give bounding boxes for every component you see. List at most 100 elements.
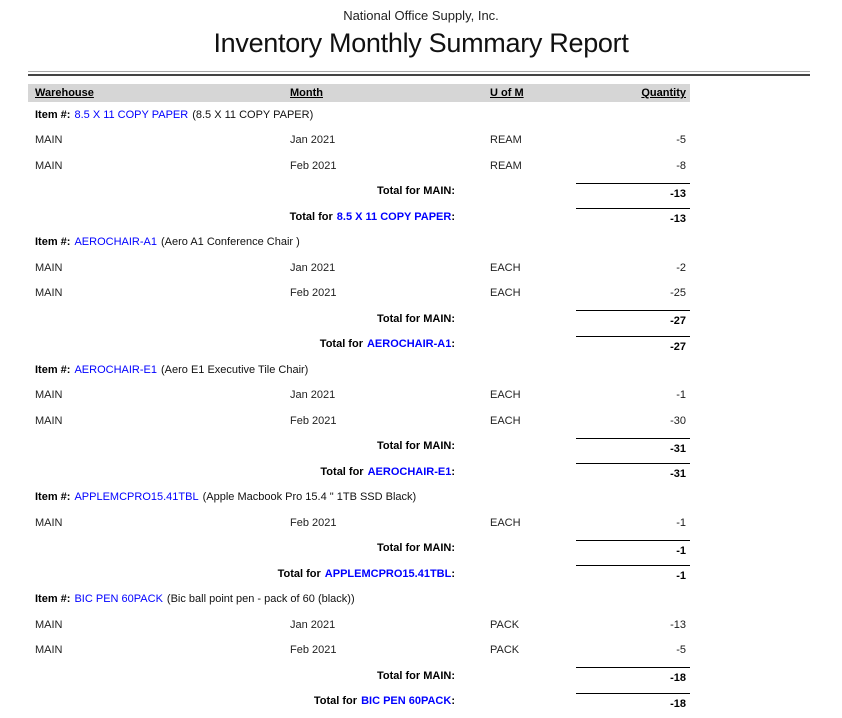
item-description: (Aero E1 Executive Tile Chair) <box>161 363 309 376</box>
total-for-label: Total for <box>289 210 333 223</box>
item-total-quantity: -27 <box>576 335 690 358</box>
row-uom: PACK <box>490 618 520 631</box>
warehouse-total-label: Total for MAIN: <box>376 542 455 555</box>
row-quantity: -5 <box>676 134 686 147</box>
item-header: Item #: AEROCHAIR-E1 (Aero E1 Executive … <box>28 357 690 383</box>
row-uom: PACK <box>490 644 520 657</box>
row-quantity: -5 <box>676 644 686 657</box>
row-warehouse: MAIN <box>35 414 63 427</box>
inventory-row: MAIN Feb 2021 PACK -5 <box>28 638 690 664</box>
warehouse-total-quantity: -18 <box>576 667 690 689</box>
item-section: Item #: AEROCHAIR-A1 (Aero A1 Conference… <box>28 230 690 358</box>
item-total-label: Total for AEROCHAIR-E1: <box>28 466 455 478</box>
warehouse-total-row: Total for MAIN: -18 <box>28 663 690 689</box>
inventory-row: MAIN Feb 2021 EACH -1 <box>28 510 690 536</box>
row-month: Feb 2021 <box>290 287 337 300</box>
row-quantity: -13 <box>670 618 686 631</box>
row-uom: EACH <box>490 261 521 274</box>
row-warehouse: MAIN <box>35 261 63 274</box>
item-total-quantity: -18 <box>576 692 690 715</box>
inventory-row: MAIN Jan 2021 EACH -2 <box>28 255 690 281</box>
item-code-link[interactable]: BIC PEN 60PACK <box>361 695 452 708</box>
item-total-row: Total for AEROCHAIR-E1: -31 <box>28 459 690 485</box>
column-header-warehouse: Warehouse <box>35 87 94 99</box>
item-description: (Bic ball point pen - pack of 60 (black)… <box>166 593 355 606</box>
row-uom: EACH <box>490 389 521 402</box>
item-code-link[interactable]: AEROCHAIR-A1 <box>74 236 157 249</box>
inventory-row: MAIN Feb 2021 REAM -8 <box>28 153 690 179</box>
warehouse-total-row: Total for MAIN: -1 <box>28 536 690 562</box>
warehouse-total-label: Total for MAIN: <box>376 669 455 682</box>
item-prefix-label: Item #: <box>35 491 71 504</box>
item-section: Item #: 8.5 X 11 COPY PAPER (8.5 X 11 CO… <box>28 102 690 230</box>
inventory-row: MAIN Jan 2021 EACH -1 <box>28 383 690 409</box>
row-uom: EACH <box>490 414 521 427</box>
item-total-row: Total for 8.5 X 11 COPY PAPER: -13 <box>28 204 690 230</box>
row-month: Jan 2021 <box>290 389 336 402</box>
row-warehouse: MAIN <box>35 644 63 657</box>
item-total-label: Total for BIC PEN 60PACK: <box>28 695 455 707</box>
report-body: Item #: 8.5 X 11 COPY PAPER (8.5 X 11 CO… <box>28 102 690 714</box>
row-quantity: -2 <box>676 261 686 274</box>
warehouse-total-quantity: -13 <box>576 182 690 205</box>
row-month: Jan 2021 <box>290 618 336 631</box>
item-section: Item #: APPLEMCPRO15.41TBL (Apple Macboo… <box>28 485 690 587</box>
item-description: (Apple Macbook Pro 15.4 " 1TB SSD Black) <box>202 491 417 504</box>
total-colon: : <box>451 338 455 351</box>
item-total-label: Total for AEROCHAIR-A1: <box>28 338 455 350</box>
item-total-quantity: -13 <box>576 208 690 230</box>
item-section: Item #: AEROCHAIR-E1 (Aero E1 Executive … <box>28 357 690 485</box>
item-rows: MAIN Jan 2021 PACK -13 MAIN Feb 2021 PAC… <box>28 612 690 663</box>
item-code-link[interactable]: APPLEMCPRO15.41TBL <box>74 491 199 504</box>
item-total-quantity: -1 <box>576 565 690 587</box>
table-header-row: Warehouse Month U of M Quantity <box>28 84 690 102</box>
total-for-label: Total for <box>320 465 364 478</box>
item-total-row: Total for APPLEMCPRO15.41TBL: -1 <box>28 561 690 587</box>
item-prefix-label: Item #: <box>35 363 71 376</box>
item-code-link[interactable]: 8.5 X 11 COPY PAPER <box>74 108 189 121</box>
warehouse-total-label: Total for MAIN: <box>376 312 455 325</box>
header-double-rule <box>28 71 810 76</box>
item-code-link[interactable]: AEROCHAIR-E1 <box>367 465 452 478</box>
item-code-link[interactable]: BIC PEN 60PACK <box>74 593 163 606</box>
item-description: (Aero A1 Conference Chair ) <box>161 236 300 249</box>
warehouse-total-label: Total for MAIN: <box>376 440 455 453</box>
item-total-quantity: -31 <box>576 463 690 485</box>
row-month: Feb 2021 <box>290 644 337 657</box>
row-quantity: -1 <box>676 389 686 402</box>
total-colon: : <box>451 695 455 708</box>
row-warehouse: MAIN <box>35 134 63 147</box>
row-uom: EACH <box>490 516 521 529</box>
column-header-quantity: Quantity <box>641 87 686 99</box>
warehouse-total-quantity: -27 <box>576 310 690 332</box>
column-header-month: Month <box>290 87 323 99</box>
row-month: Jan 2021 <box>290 134 336 147</box>
item-code-link[interactable]: 8.5 X 11 COPY PAPER <box>336 210 452 223</box>
item-code-link[interactable]: AEROCHAIR-A1 <box>366 338 452 351</box>
warehouse-total-label: Total for MAIN: <box>376 185 455 198</box>
item-total-row: Total for BIC PEN 60PACK: -18 <box>28 689 690 715</box>
total-for-label: Total for <box>277 567 321 580</box>
report-title: Inventory Monthly Summary Report <box>213 28 629 58</box>
row-warehouse: MAIN <box>35 389 63 402</box>
item-code-link[interactable]: AEROCHAIR-E1 <box>74 363 157 376</box>
row-warehouse: MAIN <box>35 618 63 631</box>
item-code-link[interactable]: APPLEMCPRO15.41TBL <box>324 567 452 580</box>
row-warehouse: MAIN <box>35 516 63 529</box>
item-total-row: Total for AEROCHAIR-A1: -27 <box>28 332 690 358</box>
item-description: (8.5 X 11 COPY PAPER) <box>192 108 314 121</box>
row-uom: EACH <box>490 287 521 300</box>
row-month: Feb 2021 <box>290 516 337 529</box>
total-colon: : <box>451 465 455 478</box>
report-table: Warehouse Month U of M Quantity Item #: … <box>28 84 690 714</box>
item-section: Item #: BIC PEN 60PACK (Bic ball point p… <box>28 587 690 715</box>
row-warehouse: MAIN <box>35 287 63 300</box>
total-for-label: Total for <box>319 338 363 351</box>
item-rows: MAIN Feb 2021 EACH -1 <box>28 510 690 536</box>
warehouse-total-quantity: -1 <box>576 539 690 562</box>
item-header: Item #: APPLEMCPRO15.41TBL (Apple Macboo… <box>28 485 690 511</box>
item-header: Item #: 8.5 X 11 COPY PAPER (8.5 X 11 CO… <box>28 102 690 128</box>
warehouse-total-row: Total for MAIN: -13 <box>28 179 690 205</box>
row-quantity: -30 <box>670 414 686 427</box>
